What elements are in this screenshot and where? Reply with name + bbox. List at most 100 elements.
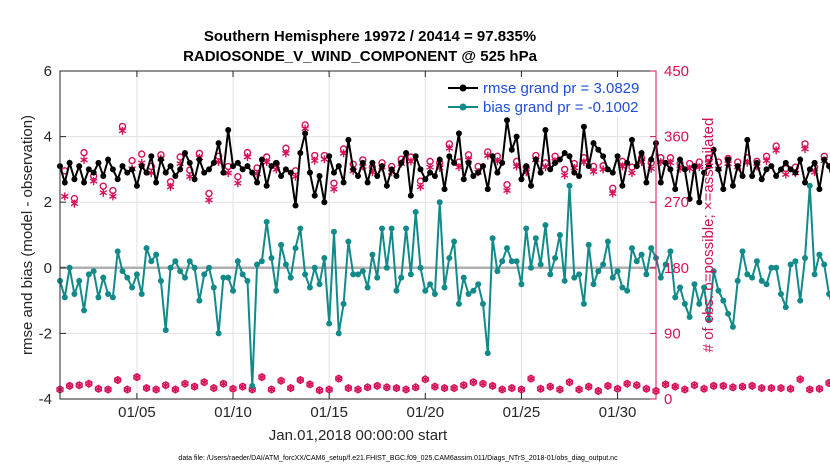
- rmse-point: [124, 169, 131, 176]
- bias-point: [446, 254, 453, 261]
- rmse-point: [153, 179, 160, 186]
- obs-assimilated-point: [330, 185, 338, 194]
- bias-point: [624, 287, 631, 294]
- obs-assimilated-point: [503, 186, 511, 195]
- bias-point: [244, 277, 251, 284]
- rmse-point: [244, 163, 251, 170]
- bias-point: [422, 287, 429, 294]
- bias-point: [114, 248, 121, 255]
- rmse-point: [388, 166, 395, 173]
- bias-point: [479, 300, 486, 307]
- rmse-point: [138, 163, 145, 170]
- rmse-point: [287, 169, 294, 176]
- rmse-point: [523, 163, 530, 170]
- rmse-point: [590, 140, 597, 147]
- rmse-point: [350, 166, 357, 173]
- rmse-point: [701, 169, 708, 176]
- bias-point: [537, 261, 544, 268]
- rmse-point: [412, 153, 419, 160]
- bias-point: [292, 245, 299, 252]
- bias-point: [691, 281, 698, 288]
- bias-point: [455, 300, 462, 307]
- x-tick-label: 01/25: [503, 404, 541, 421]
- bias-point: [210, 284, 217, 291]
- rmse-point: [600, 153, 607, 160]
- bias-point: [162, 327, 169, 334]
- obs-assimilated-point: [738, 382, 747, 391]
- rmse-point: [61, 179, 68, 186]
- bias-point: [696, 300, 703, 307]
- bias-point: [383, 264, 390, 271]
- rmse-point: [191, 176, 198, 183]
- bias-point: [576, 271, 583, 278]
- rmse-point: [648, 156, 655, 163]
- rmse-point: [720, 186, 727, 193]
- obs-assimilated-point: [99, 188, 108, 197]
- obs-assimilated-point: [700, 384, 708, 393]
- rmse-point: [143, 169, 150, 176]
- obs-assimilated-point: [277, 376, 285, 385]
- y-tick-label-right: 90: [664, 325, 681, 342]
- bias-point: [66, 264, 73, 271]
- rmse-point: [528, 182, 535, 189]
- rmse-point: [215, 140, 222, 147]
- rmse-point: [470, 172, 477, 179]
- y-tick-label-left: 0: [44, 260, 52, 277]
- bias-point: [369, 251, 376, 258]
- obs-assimilated-point: [296, 376, 305, 384]
- rmse-point: [422, 176, 429, 183]
- bias-point: [739, 248, 746, 255]
- rmse-point: [210, 159, 217, 166]
- obs-assimilated-point: [604, 381, 612, 390]
- y-axis-label-left: rmse and bias (model - observation): [19, 115, 36, 355]
- bias-point: [773, 264, 780, 271]
- plot-area: [56, 70, 830, 400]
- rmse-point: [383, 182, 390, 189]
- bias-point: [528, 264, 535, 271]
- bias-point: [258, 258, 265, 265]
- obs-assimilated-point: [632, 381, 641, 390]
- obs-assimilated-point: [190, 382, 199, 391]
- bias-point: [124, 274, 131, 281]
- bias-point: [81, 307, 88, 314]
- chart-title: Southern Hemisphere 19972 / 20414 = 97.8…: [204, 28, 536, 45]
- series-layer: [56, 117, 830, 395]
- obs-assimilated-point: [628, 169, 636, 177]
- bias-point: [220, 274, 227, 281]
- obs-assimilated-point: [166, 182, 175, 191]
- bias-point: [417, 264, 424, 271]
- rmse-point: [441, 186, 448, 193]
- rmse-point: [691, 163, 698, 170]
- rmse-point: [316, 172, 323, 179]
- obs-assimilated-point: [469, 378, 478, 387]
- obs-assimilated-point: [777, 384, 785, 393]
- rmse-point: [619, 182, 626, 189]
- bias-point: [191, 264, 198, 271]
- rmse-point: [681, 166, 688, 173]
- bias-point: [504, 245, 510, 252]
- bias-point: [451, 238, 458, 245]
- obs-assimilated-point: [363, 383, 372, 392]
- bias-point: [638, 251, 645, 258]
- obs-assimilated-point: [805, 385, 814, 394]
- rmse-point: [85, 166, 92, 173]
- obs-assimilated-point: [584, 382, 593, 391]
- rmse-point: [777, 166, 784, 173]
- rmse-point: [787, 166, 794, 173]
- rmse-point: [455, 130, 462, 137]
- rmse-point: [403, 150, 410, 156]
- bias-point: [542, 222, 549, 229]
- bias-point: [523, 225, 530, 232]
- rmse-point: [782, 159, 789, 166]
- bias-point: [826, 291, 830, 298]
- bias-point: [302, 271, 309, 278]
- bias-point: [76, 277, 83, 284]
- bias-point: [460, 274, 467, 281]
- obs-assimilated-point: [243, 153, 252, 161]
- bias-point: [609, 274, 616, 281]
- bias-point: [753, 258, 760, 265]
- obs-assimilated-point: [608, 189, 617, 198]
- obs-assimilated-point: [286, 384, 295, 393]
- bias-point: [816, 251, 823, 258]
